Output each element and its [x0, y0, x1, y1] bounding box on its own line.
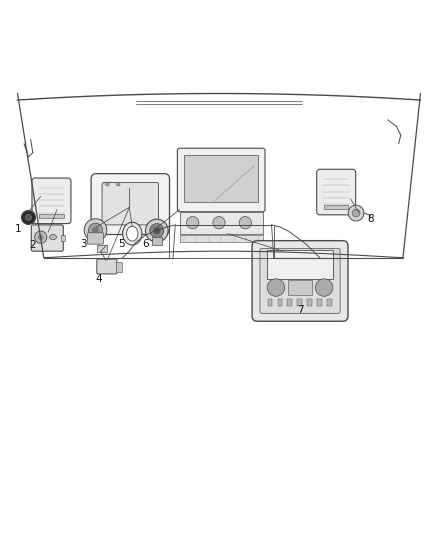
FancyBboxPatch shape	[252, 241, 348, 321]
Bar	[97, 245, 107, 253]
Circle shape	[88, 223, 102, 237]
FancyBboxPatch shape	[88, 233, 103, 244]
Text: 1: 1	[15, 224, 22, 235]
Circle shape	[92, 227, 99, 233]
Bar	[287, 300, 292, 306]
Circle shape	[38, 235, 43, 240]
FancyBboxPatch shape	[32, 178, 71, 223]
Circle shape	[21, 211, 35, 224]
Bar	[39, 214, 64, 218]
Text: 4: 4	[95, 274, 102, 284]
Bar	[60, 236, 65, 241]
Ellipse shape	[49, 235, 57, 240]
Circle shape	[106, 182, 109, 186]
FancyBboxPatch shape	[97, 259, 117, 274]
Bar	[324, 205, 348, 209]
Circle shape	[213, 216, 225, 229]
Bar	[267, 251, 333, 279]
Ellipse shape	[127, 226, 138, 241]
Bar	[184, 155, 258, 201]
Ellipse shape	[123, 222, 142, 245]
Circle shape	[315, 279, 333, 296]
Text: 8: 8	[367, 214, 374, 224]
FancyBboxPatch shape	[177, 148, 265, 212]
Text: 3: 3	[80, 239, 87, 249]
Circle shape	[187, 216, 199, 229]
Bar	[297, 300, 302, 306]
Bar	[317, 300, 321, 306]
Circle shape	[348, 205, 364, 221]
FancyBboxPatch shape	[317, 169, 356, 215]
Text: 5: 5	[118, 239, 125, 249]
Bar	[268, 300, 272, 306]
Bar	[152, 237, 162, 245]
Bar	[180, 235, 263, 243]
Text: 7: 7	[297, 305, 304, 316]
FancyBboxPatch shape	[32, 225, 64, 251]
Text: 2: 2	[29, 240, 36, 251]
FancyBboxPatch shape	[102, 182, 159, 225]
FancyBboxPatch shape	[260, 248, 340, 313]
Circle shape	[239, 216, 251, 229]
Bar	[116, 262, 122, 272]
Circle shape	[35, 231, 47, 243]
Bar	[307, 300, 312, 306]
Bar	[180, 212, 263, 233]
Text: 6: 6	[142, 239, 149, 249]
Bar	[288, 280, 312, 295]
Circle shape	[145, 219, 168, 242]
Circle shape	[117, 182, 120, 186]
FancyBboxPatch shape	[91, 174, 170, 235]
Bar	[327, 300, 332, 306]
Circle shape	[153, 227, 160, 234]
Circle shape	[352, 209, 360, 217]
Circle shape	[84, 219, 107, 241]
Circle shape	[150, 223, 164, 238]
Circle shape	[25, 214, 32, 221]
Bar	[278, 300, 282, 306]
Circle shape	[267, 279, 285, 296]
